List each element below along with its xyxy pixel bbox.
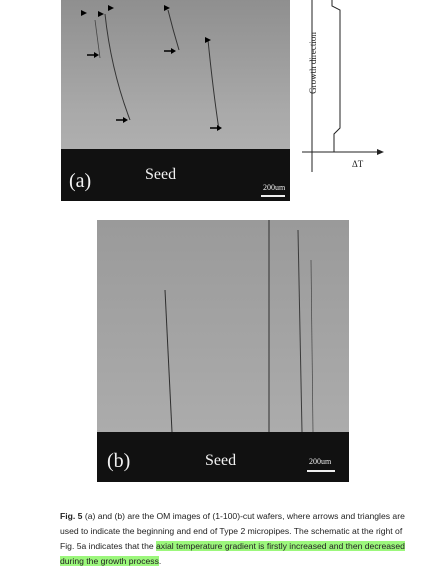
figure-panel-a: (a) Seed 200um <box>61 0 290 201</box>
seed-label-a: Seed <box>145 166 177 183</box>
micropipe-overlay-a <box>81 5 222 131</box>
delta-t-label: ΔT <box>352 159 364 169</box>
seed-region-a <box>61 149 290 201</box>
panel-letter-b: (b) <box>107 450 131 472</box>
growth-direction-label: Growth direction <box>308 32 318 94</box>
caption-end: . <box>158 556 162 566</box>
micropipe-overlay-b <box>164 220 314 433</box>
scale-bar-a <box>261 195 285 197</box>
scale-bar-b <box>307 470 335 472</box>
seed-label-b: Seed <box>205 452 237 469</box>
scale-label-a: 200um <box>263 183 286 192</box>
panel-letter-a: (a) <box>69 170 92 192</box>
scale-label-b: 200um <box>309 457 332 466</box>
caption-figure-label: Fig. 5 <box>60 511 83 521</box>
figure-caption: Fig. 5 (a) and (b) are the OM images of … <box>60 509 412 569</box>
caption-text: (a) and (b) are the OM images of (1-100)… <box>60 511 405 551</box>
figure-panel-b: (b) Seed 200um <box>97 220 349 482</box>
temperature-gradient-schematic <box>302 0 384 172</box>
seed-region-b <box>97 432 349 482</box>
